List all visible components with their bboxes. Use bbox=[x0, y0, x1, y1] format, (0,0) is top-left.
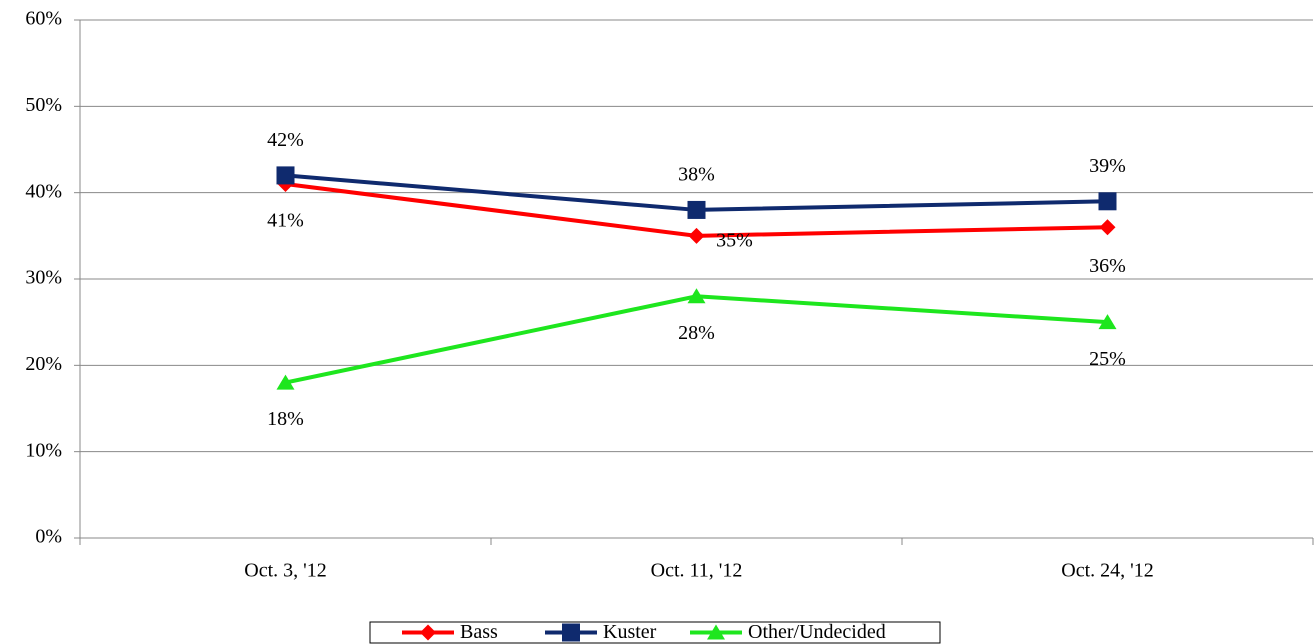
marker bbox=[1098, 314, 1117, 330]
marker bbox=[688, 227, 705, 244]
marker bbox=[1099, 219, 1116, 236]
data-label: 42% bbox=[267, 129, 304, 151]
x-tick-label: Oct. 3, '12 bbox=[244, 560, 326, 582]
y-tick-label: 60% bbox=[25, 8, 62, 30]
marker bbox=[562, 623, 580, 642]
series: 18% 28% 25% bbox=[267, 288, 1126, 430]
marker bbox=[687, 200, 706, 219]
y-tick-label: 40% bbox=[25, 180, 62, 202]
x-tick-label: Oct. 24, '12 bbox=[1061, 560, 1153, 582]
y-tick-label: 20% bbox=[25, 353, 62, 375]
legend-box bbox=[369, 621, 941, 644]
data-label: 25% bbox=[1089, 348, 1126, 370]
marker bbox=[420, 624, 436, 641]
legend-label: Kuster bbox=[603, 621, 657, 643]
data-label: 38% bbox=[678, 164, 715, 186]
legend-label: Bass bbox=[460, 621, 498, 643]
data-label: 18% bbox=[267, 408, 304, 430]
data-label: 41% bbox=[267, 210, 304, 232]
y-tick-label: 10% bbox=[25, 439, 62, 461]
data-label: 36% bbox=[1089, 255, 1126, 277]
marker bbox=[707, 624, 725, 640]
marker bbox=[687, 288, 706, 304]
data-label: 28% bbox=[678, 322, 715, 344]
marker bbox=[276, 374, 295, 390]
series: 42% 38% 39% bbox=[267, 129, 1126, 219]
legend-label: Other/Undecided bbox=[748, 621, 886, 643]
y-tick-label: 0% bbox=[35, 526, 62, 548]
x-tick-label: Oct. 11, '12 bbox=[651, 560, 743, 582]
data-label: 35% bbox=[716, 229, 753, 251]
series: 41% 35% 36% bbox=[267, 176, 1126, 277]
data-label: 39% bbox=[1089, 155, 1126, 177]
marker bbox=[276, 166, 295, 185]
y-tick-label: 50% bbox=[25, 94, 62, 116]
marker bbox=[1098, 192, 1117, 211]
legend: Bass Kuster Other/Undecided bbox=[369, 621, 941, 644]
y-tick-label: 30% bbox=[25, 267, 62, 289]
